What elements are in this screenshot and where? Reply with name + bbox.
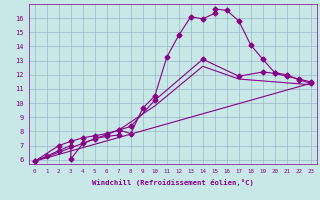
X-axis label: Windchill (Refroidissement éolien,°C): Windchill (Refroidissement éolien,°C): [92, 179, 254, 186]
